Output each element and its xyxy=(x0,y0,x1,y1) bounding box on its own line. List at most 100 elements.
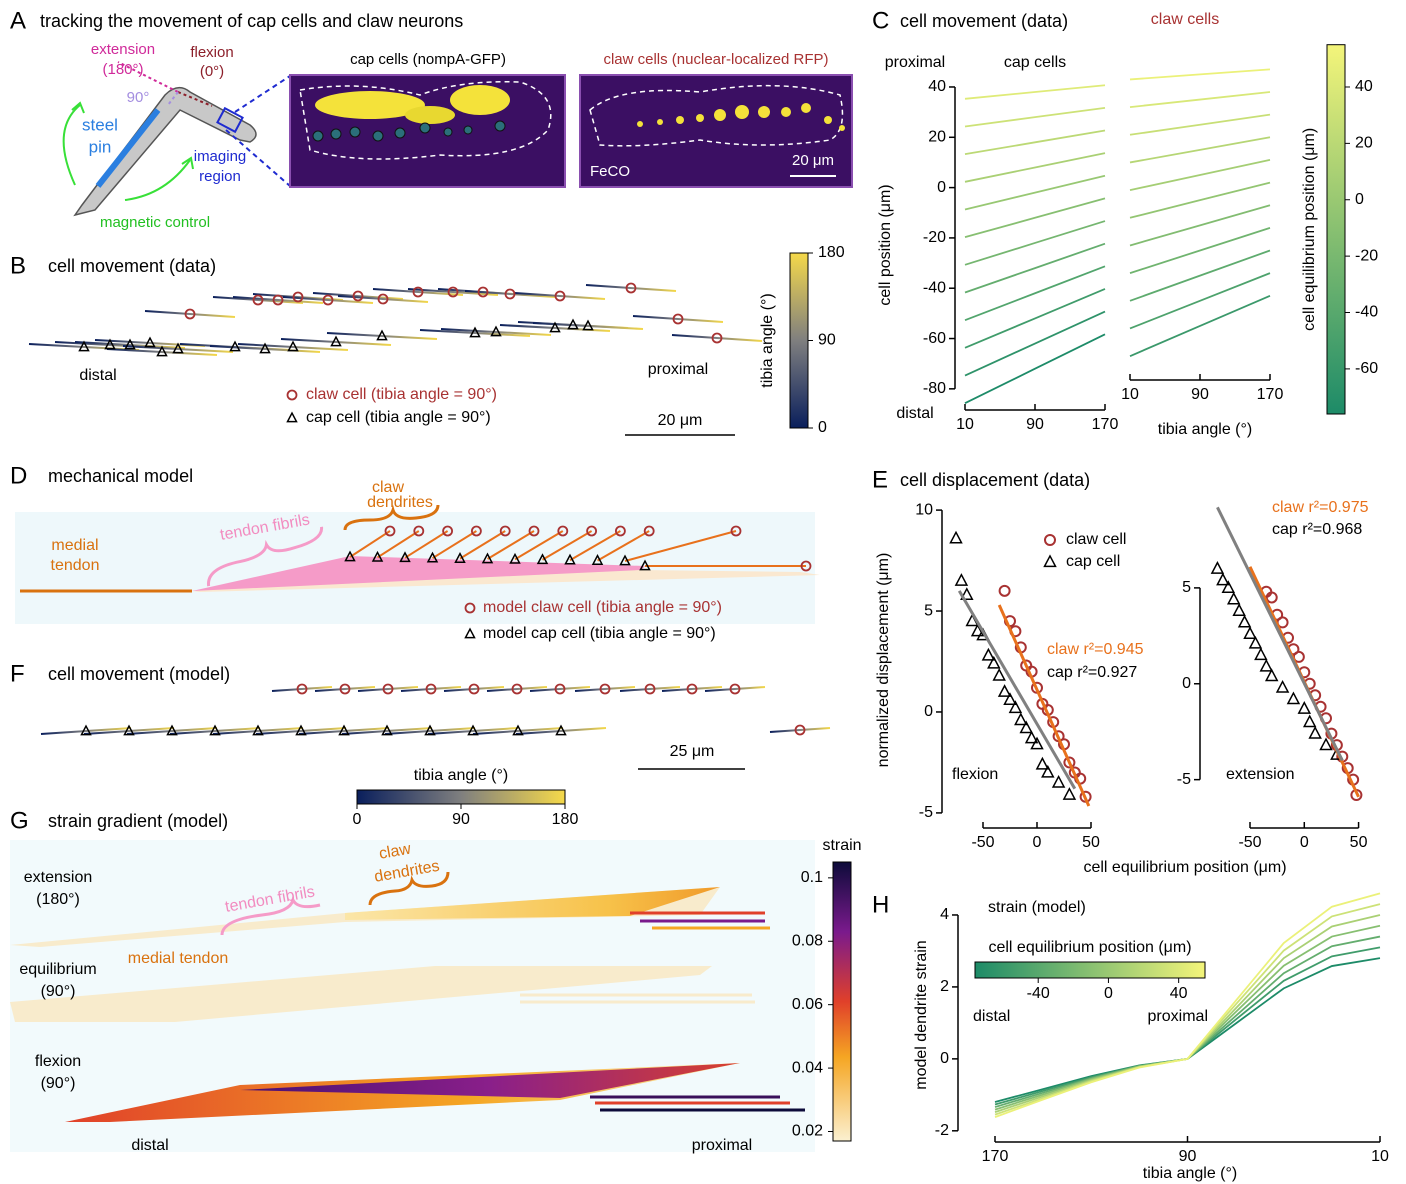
model-claw-cell xyxy=(442,525,454,537)
movement-trace xyxy=(106,348,218,356)
claw-cell-marker xyxy=(625,282,637,294)
fit-line xyxy=(957,590,1077,790)
y-tick-label: 0 xyxy=(940,1050,949,1067)
series-line xyxy=(964,129,1106,156)
x-tick-label: -50 xyxy=(1238,834,1261,851)
movement-trace xyxy=(440,328,552,336)
cap-cell-marker xyxy=(295,724,307,736)
scatter-point xyxy=(954,573,969,586)
model-cap-cell xyxy=(619,554,631,566)
x-tick-label: 0 xyxy=(1300,834,1309,851)
model-cap-cell xyxy=(454,552,466,563)
movement-trace xyxy=(169,727,261,735)
label: cell equilibrium position (μm) xyxy=(1083,859,1286,876)
label: distal xyxy=(79,367,116,384)
label: proximal xyxy=(692,1137,752,1154)
label: cap cells (nompA-GFP) xyxy=(350,51,506,68)
colorbar-tick-label: 40 xyxy=(1170,985,1188,1002)
series-line xyxy=(1129,181,1271,219)
dendrite xyxy=(376,530,420,559)
legend-label: claw cell xyxy=(1066,531,1126,548)
cap-cell-marker xyxy=(330,335,342,347)
colorbar-label: tibia angle (°) xyxy=(759,293,776,387)
legend-marker xyxy=(464,627,476,639)
panel-title: strain gradient (model) xyxy=(48,811,228,831)
movement-trace xyxy=(661,686,723,692)
label: extension xyxy=(24,869,93,886)
label: model claw cell (tibia angle = 90°) xyxy=(483,599,722,616)
panel-letter: F xyxy=(10,660,25,687)
movement-trace xyxy=(126,727,218,735)
movement-trace xyxy=(280,338,392,346)
label: 25 μm xyxy=(670,743,715,760)
movement-trace xyxy=(212,727,304,735)
label: dendrites xyxy=(367,494,433,511)
scatter-point xyxy=(1226,591,1241,605)
claw-cell-marker xyxy=(292,291,304,303)
scatter-point xyxy=(1319,737,1333,751)
series-line xyxy=(1129,91,1271,108)
panel-letter: D xyxy=(10,462,27,489)
x-tick-label: 10 xyxy=(1371,1148,1389,1165)
claw-cell-marker xyxy=(296,683,308,695)
model-cap-cell xyxy=(509,552,521,564)
x-tick-label: 10 xyxy=(1121,386,1139,403)
series-line xyxy=(1129,136,1271,164)
claw-cell-marker xyxy=(794,724,806,736)
movement-trace xyxy=(298,727,390,735)
movement-trace xyxy=(237,343,349,351)
dendrite xyxy=(514,530,564,561)
claw-cell-marker xyxy=(382,683,394,695)
cap-cell-marker xyxy=(209,724,221,736)
label: (90°) xyxy=(41,983,76,1000)
movement-trace xyxy=(384,727,476,735)
model-cap-cell xyxy=(639,559,651,571)
model-cap-cell xyxy=(564,553,576,565)
y-tick-label: 10 xyxy=(915,501,933,518)
claw-cell-marker xyxy=(272,294,284,306)
scatter-point xyxy=(1062,787,1077,800)
colorbar xyxy=(356,789,566,805)
model-claw-cell xyxy=(730,525,742,537)
y-tick-label: 0 xyxy=(1182,675,1191,692)
x-tick-label: 0 xyxy=(1033,834,1042,851)
movement-trace xyxy=(574,686,636,692)
panel-letter: E xyxy=(872,466,888,493)
claw-cell-marker xyxy=(729,683,741,695)
series-line xyxy=(994,892,1381,1118)
x-tick-label: 90 xyxy=(1179,1148,1197,1165)
colorbar-tick-label: -20 xyxy=(1355,247,1378,264)
dendrite xyxy=(624,530,737,562)
label: flexion xyxy=(952,766,998,783)
claw-cell-marker xyxy=(447,286,459,298)
series-line xyxy=(964,84,1106,100)
panel-letter: C xyxy=(872,7,889,34)
label: steel xyxy=(82,115,118,134)
dendrite xyxy=(431,530,477,560)
colorbar-tick-label: 0 xyxy=(1355,191,1364,208)
panel-letter: G xyxy=(10,807,29,834)
label: distal xyxy=(896,405,933,422)
claw-cell-marker xyxy=(504,288,516,300)
series-line xyxy=(964,152,1106,183)
movement-trace xyxy=(314,686,376,692)
colorbar-label: cell equilibrium position (μm) xyxy=(988,939,1191,956)
movement-trace xyxy=(427,727,519,735)
colorbar-tick-label: -40 xyxy=(1027,985,1050,1002)
series-line xyxy=(1129,159,1271,191)
cap-cell-marker xyxy=(376,329,388,341)
model-claw-cell xyxy=(528,525,540,537)
label: extension xyxy=(91,41,155,58)
model-claw-cell xyxy=(384,525,396,537)
y-tick-label: 40 xyxy=(928,78,946,95)
scatter-point xyxy=(1003,692,1017,706)
scatter-point xyxy=(1297,701,1312,714)
model-claw-cell xyxy=(413,525,425,537)
label: cap cell (tibia angle = 90°) xyxy=(306,409,491,426)
label: (180°) xyxy=(36,891,80,908)
series-line xyxy=(964,310,1106,377)
x-tick-label: 170 xyxy=(1092,416,1119,433)
claw-cell-marker xyxy=(339,683,351,695)
cap-cell-marker xyxy=(156,345,168,357)
